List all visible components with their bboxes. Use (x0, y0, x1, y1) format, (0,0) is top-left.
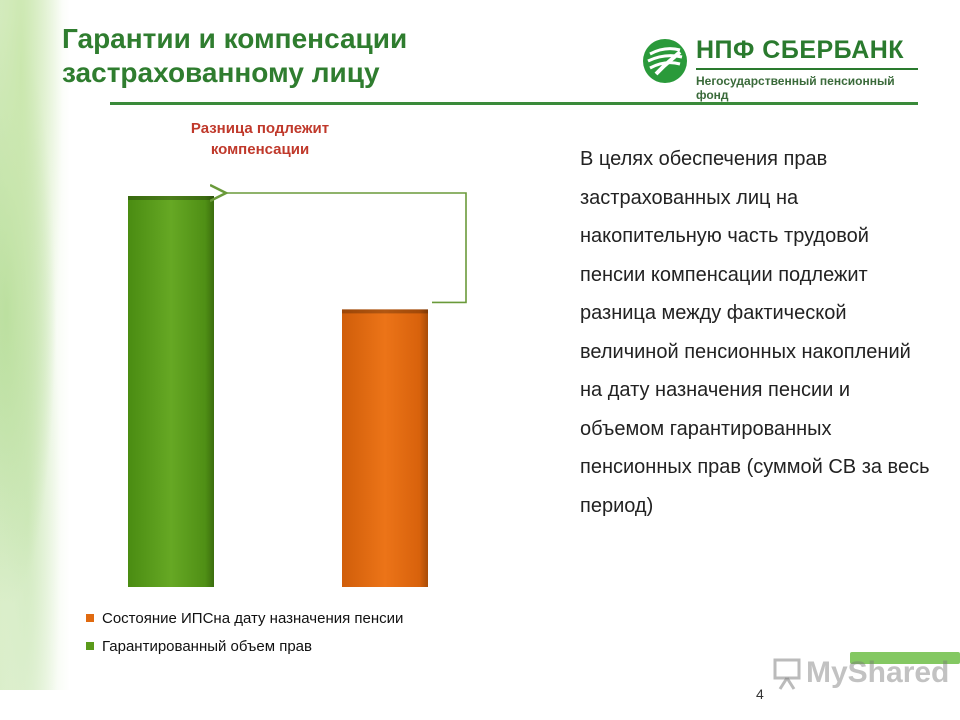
sberbank-logo-icon (643, 39, 687, 83)
watermark-tab (850, 652, 960, 664)
legend-item-guaranteed: Гарантированный объем прав (86, 632, 403, 660)
logo-name: НПФ СБЕРБАНК (696, 36, 905, 64)
comparison-bar-chart (128, 110, 467, 587)
legend-label: Состояние ИПСна дату назначения пенсии (102, 609, 404, 627)
chart-legend: Состояние ИПСна дату назначения пенсии Г… (86, 604, 403, 660)
background-leaves (0, 0, 70, 690)
page-number: 4 (756, 686, 764, 702)
body-paragraph: В целях обеспечения прав застрахованных … (580, 148, 930, 517)
watermark: MyShared (770, 652, 960, 692)
watermark-text: MyShared (806, 656, 950, 689)
title-line-1: Гарантии и компенсации (62, 23, 408, 54)
compensation-arrow (226, 193, 467, 304)
legend-swatch-orange (86, 614, 94, 622)
bar-guaranteed (128, 196, 214, 587)
sberbank-logo: НПФ СБЕРБАНК Негосударственный пенсионны… (640, 30, 930, 102)
legend-label: Гарантированный объем прав (102, 637, 312, 655)
presentation-icon (773, 658, 801, 690)
bar-top-edge (128, 196, 214, 200)
logo-divider (696, 68, 918, 70)
legend-item-ips: Состояние ИПСна дату назначения пенсии (86, 604, 403, 632)
bar-top-edge (342, 309, 428, 314)
title-divider (110, 102, 918, 105)
chart-annotation: Разница подлежит компенсации (190, 120, 330, 158)
legend-swatch-green (86, 642, 94, 650)
bar-ips-state (342, 309, 428, 587)
title-line-2: застрахованному лицу (62, 57, 380, 88)
page-title: Гарантии и компенсации застрахованному л… (62, 22, 407, 90)
logo-subtitle: Негосударственный пенсионный фонд (696, 74, 895, 102)
